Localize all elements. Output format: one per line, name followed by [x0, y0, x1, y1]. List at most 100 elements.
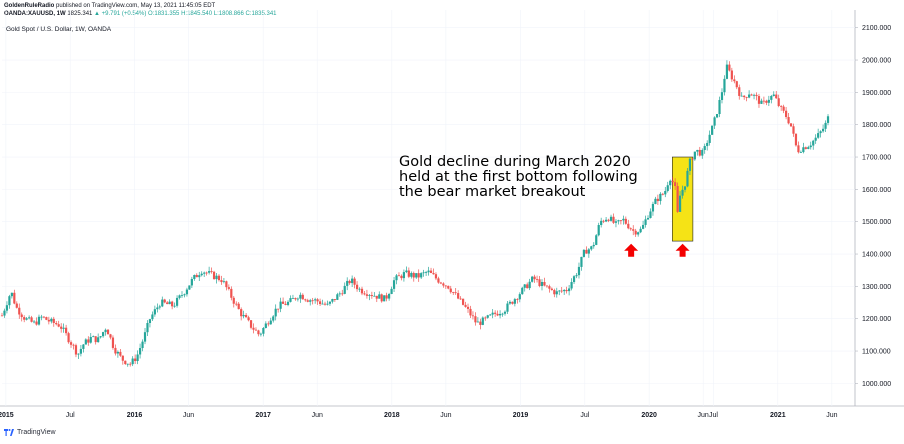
candle-body: [794, 133, 798, 146]
candle-body: [200, 273, 203, 276]
candle-body: [518, 294, 521, 300]
candle-body: [528, 281, 531, 289]
candle-body: [69, 342, 73, 345]
candle-body: [193, 274, 196, 279]
candle-body: [407, 270, 410, 277]
candle-body: [225, 281, 228, 288]
candle-body: [30, 317, 33, 322]
candle-body: [180, 295, 184, 296]
candle-body: [718, 99, 721, 115]
candle-body: [240, 309, 243, 317]
x-tick-label: Jul: [709, 412, 718, 419]
candle-body: [390, 288, 393, 295]
candle-body: [597, 225, 600, 236]
candle-body: [32, 321, 36, 323]
candle-body: [336, 294, 339, 300]
candle-body: [804, 147, 807, 149]
candle-body: [289, 298, 292, 302]
candle-body: [45, 317, 48, 320]
candle-body: [242, 314, 245, 317]
candle-body: [454, 292, 457, 294]
candle-body: [375, 295, 378, 299]
candle-body: [417, 273, 420, 278]
candle-body: [767, 99, 770, 103]
candle-body: [728, 64, 731, 71]
candle-body: [82, 344, 85, 349]
x-tick-label: 2020: [641, 412, 657, 419]
candle-body: [693, 151, 696, 160]
candle-body: [464, 304, 467, 307]
candle-body: [701, 150, 704, 156]
candle-body: [124, 360, 127, 365]
candle-body: [698, 149, 701, 156]
candle-body: [395, 275, 398, 281]
candle-body: [720, 92, 724, 100]
candle-body: [531, 276, 534, 282]
candle-body: [77, 353, 80, 355]
candle-body: [188, 285, 191, 290]
candle-body: [106, 329, 110, 335]
candle-body: [333, 299, 336, 300]
candle-body: [503, 311, 507, 314]
candle-body: [183, 294, 186, 296]
publish-info: GoldenRuleRadio published on TradingView…: [4, 2, 215, 10]
candle-body: [205, 272, 208, 274]
candle-body: [545, 285, 549, 287]
candle-body: [558, 290, 561, 292]
candle-body: [311, 300, 314, 302]
candle-body: [437, 278, 440, 283]
candle-body: [439, 282, 442, 284]
candle-body: [738, 87, 741, 96]
candle-body: [725, 64, 729, 79]
candle-body: [474, 316, 477, 323]
candle-body: [227, 287, 230, 289]
candle-body: [479, 321, 482, 325]
candle-body: [644, 219, 647, 225]
candle-body: [568, 288, 571, 292]
candle-body: [622, 218, 625, 221]
candle-body: [799, 152, 802, 153]
candle-body: [624, 218, 627, 224]
footer: TradingView: [4, 429, 56, 436]
candle-body: [156, 307, 159, 310]
arrows: [624, 243, 690, 257]
candle-body: [696, 149, 699, 152]
candle-body: [294, 298, 297, 300]
candle-body: [688, 158, 692, 171]
candle-body: [654, 198, 657, 204]
candle-body: [750, 94, 753, 96]
candle-body: [730, 70, 733, 80]
candle-body: [249, 320, 253, 328]
candle-body: [331, 299, 334, 302]
candle-body: [0, 315, 4, 317]
candle-body: [190, 278, 193, 286]
candle-body: [629, 228, 632, 230]
candle-body: [79, 348, 83, 354]
candle-body: [321, 303, 324, 305]
candle-body: [247, 317, 250, 321]
candle-body: [619, 220, 622, 222]
up-arrow-icon: [675, 243, 690, 257]
candle-body: [13, 292, 16, 304]
candle-body: [141, 341, 144, 349]
candle-body: [279, 301, 282, 309]
y-tick-label: 1000.000: [862, 381, 891, 388]
candle-body: [291, 298, 295, 299]
x-tick-label: 2015: [0, 412, 14, 419]
candle-body: [752, 94, 756, 96]
candle-body: [173, 305, 176, 307]
candle-body: [444, 285, 447, 287]
candle-body: [486, 315, 489, 318]
candle-body: [89, 336, 92, 343]
candle-body: [284, 303, 287, 305]
candle-body: [304, 299, 307, 301]
candle-body: [765, 100, 768, 103]
candle-body: [432, 272, 435, 275]
candle-body: [358, 288, 361, 290]
candle-body: [109, 334, 112, 338]
candle-body: [351, 278, 354, 284]
candle-body: [508, 301, 512, 304]
candle-body: [681, 189, 684, 196]
candle-body: [400, 275, 403, 279]
